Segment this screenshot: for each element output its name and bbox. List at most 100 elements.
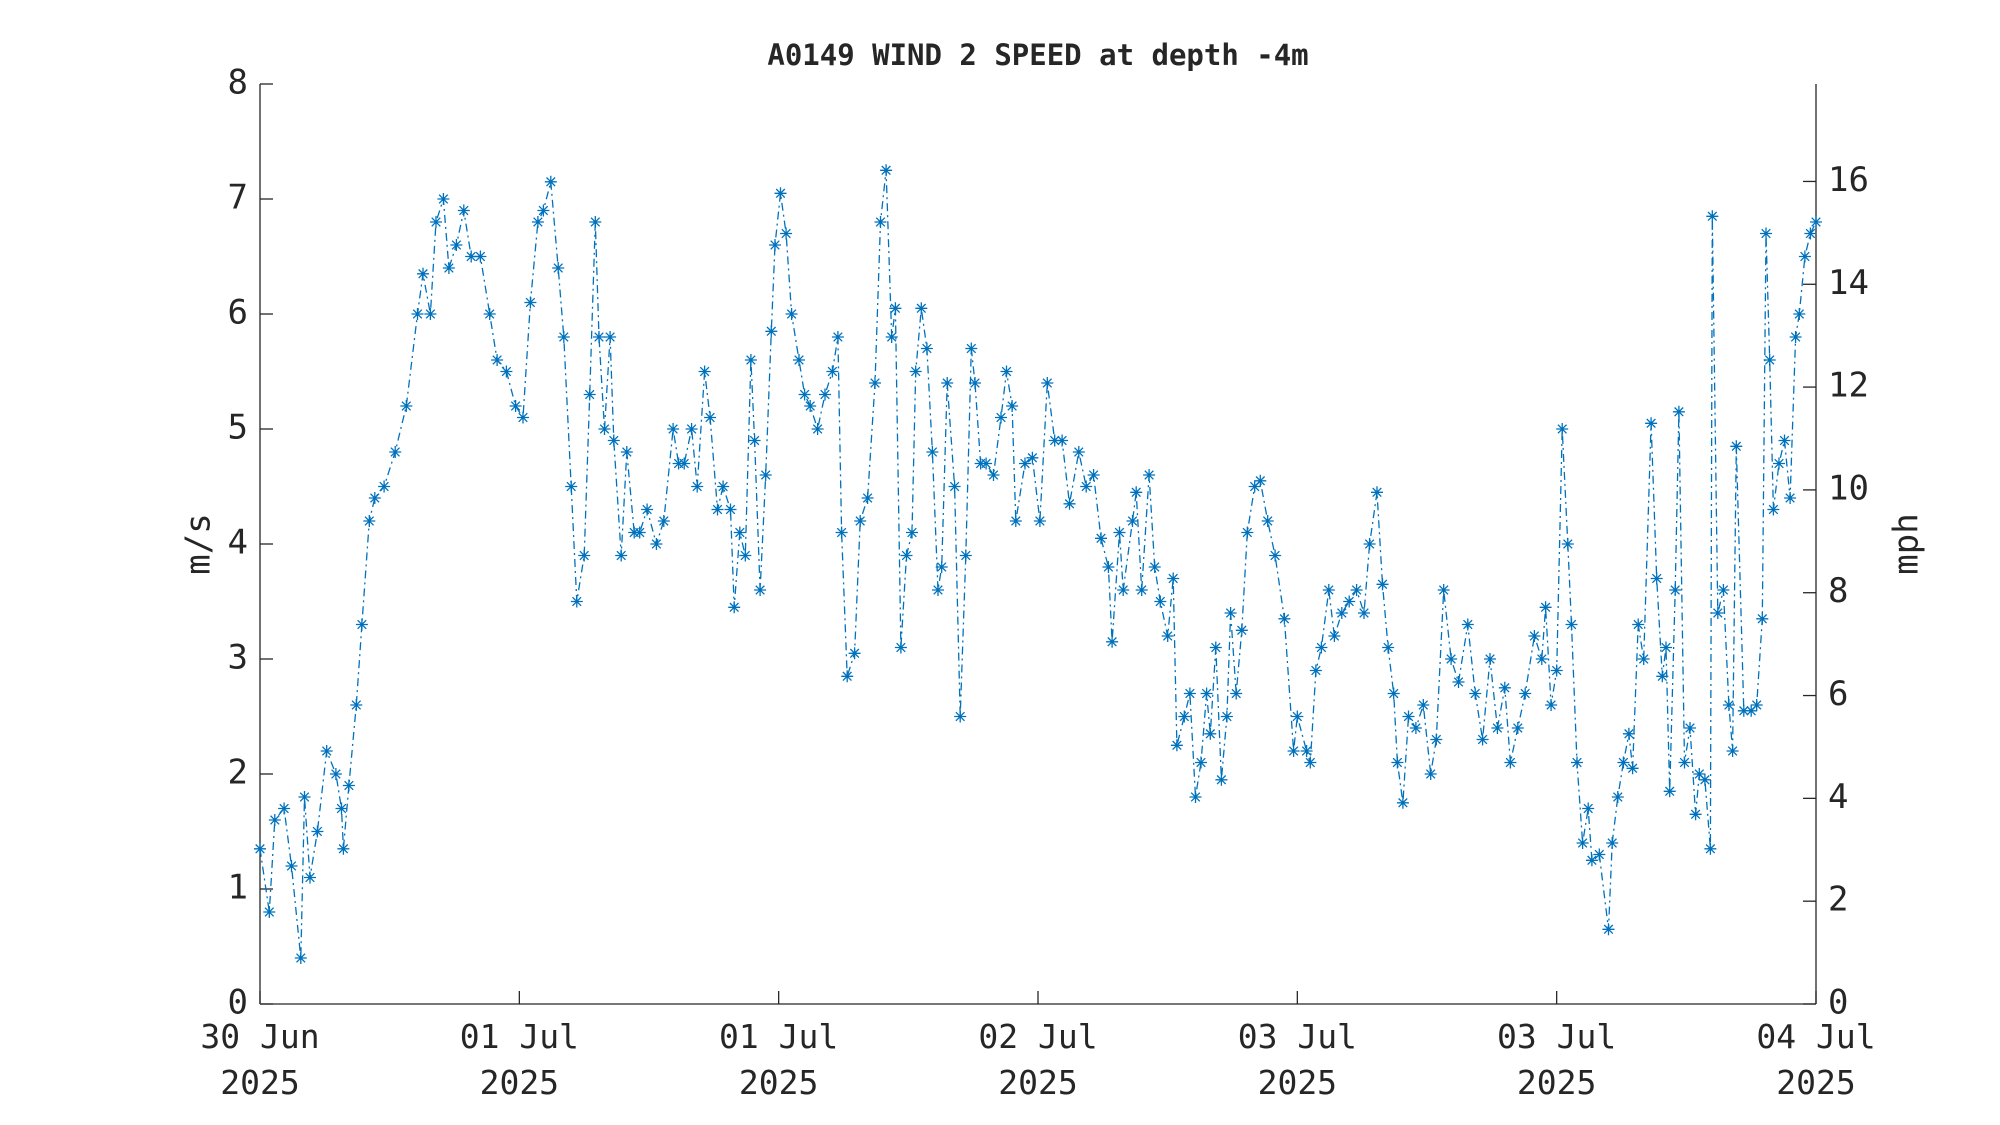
marker bbox=[1745, 704, 1758, 717]
y-axis-label: m/s bbox=[179, 513, 219, 574]
marker bbox=[1204, 727, 1217, 740]
marker bbox=[835, 526, 848, 539]
marker bbox=[531, 216, 544, 228]
marker bbox=[337, 842, 350, 855]
marker bbox=[378, 480, 391, 493]
marker bbox=[1645, 417, 1658, 430]
y2-tick-label: 8 bbox=[1828, 571, 1848, 611]
marker bbox=[450, 239, 463, 251]
y-tick-label: 8 bbox=[228, 63, 248, 103]
marker bbox=[728, 601, 741, 614]
marker bbox=[1726, 745, 1739, 757]
marker bbox=[1660, 641, 1672, 654]
marker bbox=[1689, 808, 1702, 821]
marker bbox=[1195, 756, 1207, 769]
marker bbox=[1571, 756, 1583, 769]
marker bbox=[831, 331, 844, 343]
y-tick-label: 2 bbox=[228, 753, 248, 793]
marker bbox=[1469, 687, 1482, 700]
marker bbox=[544, 175, 557, 188]
x-tick-label: 03 Jul 2025 bbox=[1497, 1017, 1617, 1102]
marker bbox=[620, 446, 633, 458]
marker bbox=[987, 469, 1000, 481]
marker bbox=[335, 802, 348, 815]
marker bbox=[1798, 250, 1811, 263]
marker bbox=[861, 492, 874, 504]
marker bbox=[1663, 785, 1676, 798]
marker bbox=[739, 549, 752, 562]
marker bbox=[1437, 584, 1450, 596]
marker bbox=[650, 538, 663, 550]
marker bbox=[889, 302, 902, 315]
marker bbox=[995, 411, 1007, 424]
marker bbox=[1565, 618, 1578, 631]
y2-tick-label: 2 bbox=[1828, 880, 1848, 920]
marker bbox=[1622, 727, 1635, 740]
marker bbox=[717, 480, 730, 493]
marker bbox=[1304, 756, 1317, 769]
marker bbox=[1130, 486, 1143, 499]
marker bbox=[1048, 434, 1061, 447]
marker bbox=[1135, 584, 1148, 596]
marker bbox=[1773, 457, 1785, 470]
marker bbox=[1300, 745, 1313, 757]
marker bbox=[1576, 837, 1589, 849]
marker bbox=[1632, 618, 1645, 631]
marker bbox=[483, 308, 496, 320]
marker bbox=[363, 515, 376, 527]
y-tick-label: 4 bbox=[228, 523, 248, 563]
marker bbox=[1789, 331, 1802, 343]
marker bbox=[1476, 733, 1489, 746]
marker bbox=[900, 549, 913, 562]
marker bbox=[906, 526, 918, 539]
y-tick-label: 7 bbox=[228, 178, 248, 218]
marker bbox=[935, 561, 948, 573]
marker bbox=[1261, 515, 1274, 527]
marker bbox=[457, 204, 470, 217]
marker bbox=[1535, 653, 1548, 665]
marker bbox=[854, 515, 867, 527]
marker bbox=[880, 164, 893, 177]
series-line bbox=[259, 170, 1817, 959]
marker bbox=[1706, 210, 1719, 223]
marker bbox=[537, 204, 550, 217]
marker bbox=[1224, 607, 1237, 619]
marker bbox=[1722, 699, 1735, 711]
marker bbox=[1402, 710, 1415, 723]
marker bbox=[785, 308, 798, 320]
marker bbox=[1539, 601, 1552, 614]
marker bbox=[342, 779, 355, 792]
marker bbox=[1178, 710, 1191, 723]
marker bbox=[798, 388, 811, 401]
marker bbox=[1026, 451, 1039, 464]
marker bbox=[926, 446, 939, 458]
marker bbox=[678, 457, 691, 470]
marker bbox=[1387, 687, 1400, 700]
marker bbox=[500, 365, 513, 378]
marker bbox=[948, 480, 961, 493]
marker bbox=[552, 262, 565, 274]
marker bbox=[1704, 842, 1717, 855]
y-tick-label: 0 bbox=[228, 983, 248, 1023]
marker bbox=[804, 400, 817, 412]
marker bbox=[1343, 595, 1356, 608]
marker bbox=[748, 434, 761, 447]
marker bbox=[1737, 704, 1750, 717]
marker bbox=[1730, 440, 1743, 453]
marker bbox=[1230, 687, 1243, 700]
marker bbox=[1315, 641, 1328, 654]
marker bbox=[1717, 584, 1730, 596]
marker bbox=[1637, 653, 1650, 665]
marker bbox=[1102, 561, 1115, 573]
marker bbox=[1006, 400, 1019, 412]
marker bbox=[254, 842, 266, 855]
marker bbox=[826, 365, 839, 378]
marker bbox=[685, 423, 698, 435]
marker bbox=[1550, 664, 1563, 677]
marker bbox=[1784, 492, 1797, 504]
marker bbox=[1672, 405, 1685, 418]
marker bbox=[1350, 584, 1363, 596]
marker bbox=[1072, 446, 1085, 458]
marker bbox=[424, 308, 437, 320]
